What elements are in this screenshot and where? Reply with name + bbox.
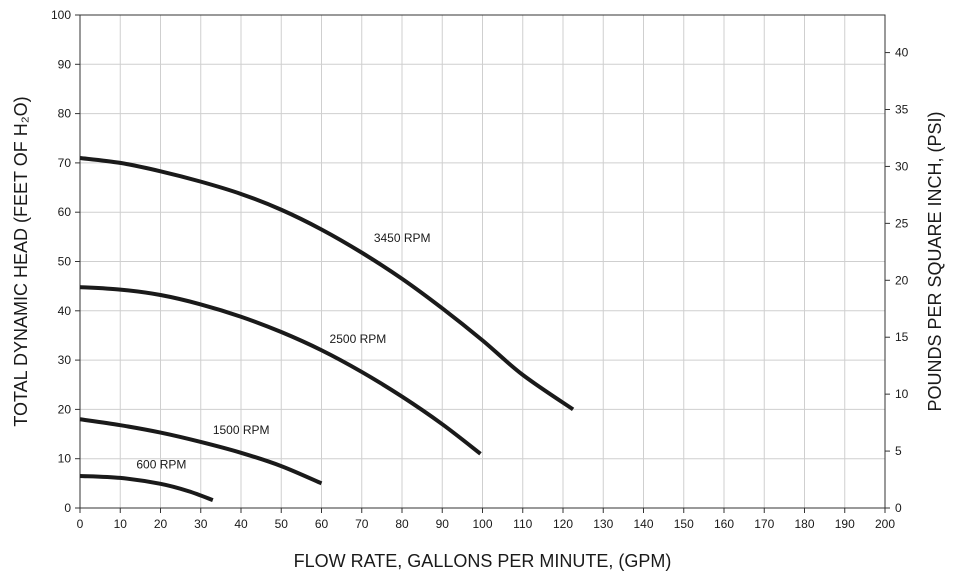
x-tick-label: 10 bbox=[114, 517, 128, 531]
y2-axis-ticks: 0 5 10 15 20 25 30 35 40 bbox=[885, 46, 909, 515]
x-tick-label: 190 bbox=[835, 517, 855, 531]
grid bbox=[79, 14, 886, 509]
x-axis-title: FLOW RATE, GALLONS PER MINUTE, (GPM) bbox=[294, 551, 672, 571]
y2-tick-label: 25 bbox=[895, 216, 909, 230]
y-tick-label: 10 bbox=[58, 452, 72, 466]
y2-tick-label: 20 bbox=[895, 273, 909, 287]
y2-tick-label: 15 bbox=[895, 330, 909, 344]
x-tick-label: 100 bbox=[472, 517, 492, 531]
curve-3450-rpm bbox=[79, 155, 575, 412]
x-tick-label: 30 bbox=[194, 517, 208, 531]
curve-label-2500-rpm: 2500 RPM bbox=[330, 332, 387, 346]
x-tick-label: 150 bbox=[674, 517, 694, 531]
y-tick-label: 50 bbox=[58, 255, 72, 269]
y-tick-label: 90 bbox=[58, 57, 72, 71]
y-tick-label: 40 bbox=[58, 304, 72, 318]
y-tick-label: 70 bbox=[58, 156, 72, 170]
y2-tick-label: 35 bbox=[895, 103, 909, 117]
x-tick-label: 20 bbox=[154, 517, 168, 531]
x-tick-label: 70 bbox=[355, 517, 369, 531]
y-tick-label: 60 bbox=[58, 205, 72, 219]
curve-label-600-rpm: 600 RPM bbox=[136, 458, 186, 472]
curve-label-3450-rpm: 3450 RPM bbox=[374, 231, 431, 245]
x-tick-label: 120 bbox=[553, 517, 573, 531]
x-tick-label: 140 bbox=[633, 517, 653, 531]
x-tick-label: 50 bbox=[275, 517, 289, 531]
y2-tick-label: 0 bbox=[895, 501, 902, 515]
x-tick-label: 160 bbox=[714, 517, 734, 531]
y2-tick-label: 30 bbox=[895, 159, 909, 173]
x-tick-label: 80 bbox=[395, 517, 409, 531]
curve-label-1500-rpm: 1500 RPM bbox=[213, 423, 270, 437]
x-axis-ticks: 0 10 20 30 40 50 60 70 80 90 100 110 120 130 140 150 160… bbox=[77, 508, 895, 531]
y2-tick-label: 10 bbox=[895, 387, 909, 401]
x-tick-label: 130 bbox=[593, 517, 613, 531]
x-tick-label: 170 bbox=[754, 517, 774, 531]
y-tick-label: 80 bbox=[58, 107, 72, 121]
curve-2500-rpm bbox=[79, 285, 482, 456]
y2-tick-label: 40 bbox=[895, 46, 909, 60]
y-axis-title: TOTAL DYNAMIC HEAD (FEET OF H₂O) bbox=[11, 96, 31, 426]
pump-curves bbox=[79, 155, 575, 502]
curve-1500-rpm bbox=[79, 417, 323, 486]
x-tick-label: 90 bbox=[436, 517, 450, 531]
y2-tick-label: 5 bbox=[895, 444, 902, 458]
x-tick-label: 180 bbox=[794, 517, 814, 531]
y-tick-label: 0 bbox=[64, 501, 71, 515]
y2-axis-title: POUNDS PER SQUARE INCH, (PSI) bbox=[925, 111, 945, 411]
y-axis-ticks: 0 10 20 30 40 50 60 70 80 90 100 bbox=[51, 8, 80, 515]
curve-labels: 3450 RPM 2500 RPM 1500 RPM 600 RPM bbox=[136, 231, 430, 472]
x-tick-label: 200 bbox=[875, 517, 895, 531]
x-tick-label: 110 bbox=[513, 517, 532, 531]
x-tick-label: 40 bbox=[234, 517, 248, 531]
x-tick-label: 60 bbox=[315, 517, 329, 531]
curve-600-rpm bbox=[79, 473, 214, 502]
y-tick-label: 20 bbox=[58, 402, 72, 416]
x-tick-label: 0 bbox=[77, 517, 84, 531]
y-tick-label: 30 bbox=[58, 353, 72, 367]
y-tick-label: 100 bbox=[51, 8, 71, 22]
